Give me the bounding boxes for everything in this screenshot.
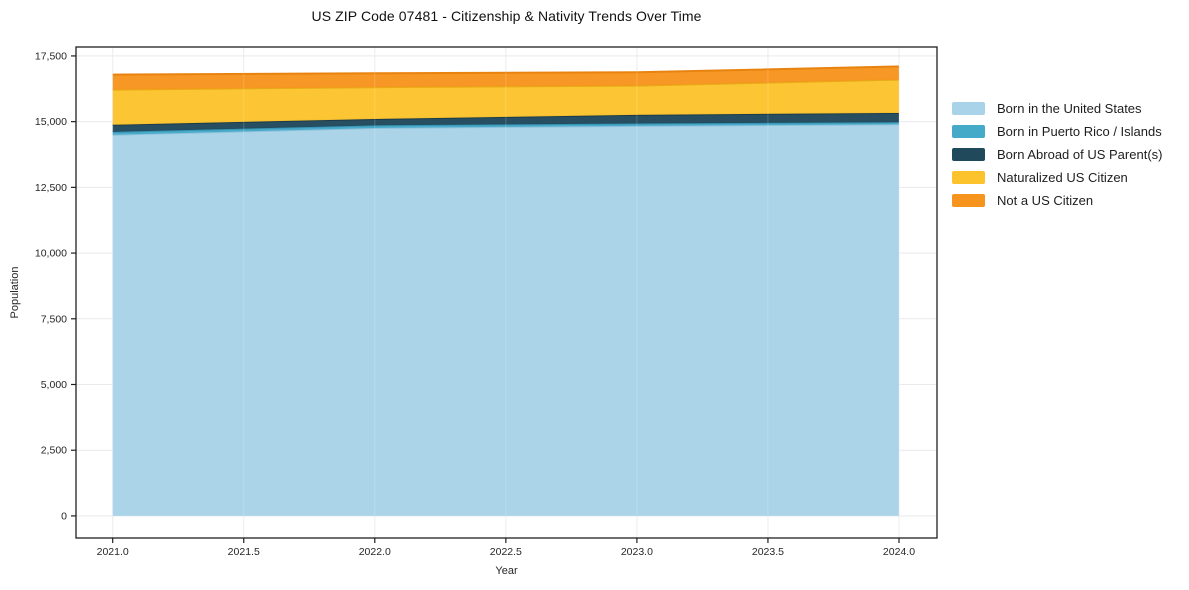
legend-item-1: Born in Puerto Rico / Islands xyxy=(952,123,1162,139)
legend-item-4: Not a US Citizen xyxy=(952,192,1162,208)
area-series-1 xyxy=(112,122,899,135)
area-topline-4 xyxy=(112,65,900,76)
legend-label: Not a US Citizen xyxy=(997,192,1094,208)
legend-label: Born in Puerto Rico / Islands xyxy=(997,123,1162,139)
area-series-4 xyxy=(112,66,899,90)
legend-label: Born in the United States xyxy=(997,100,1142,116)
y-tick-label: 0 xyxy=(61,510,67,522)
area-series-3 xyxy=(112,79,899,125)
area-topline-1 xyxy=(112,121,900,133)
legend-label: Naturalized US Citizen xyxy=(997,169,1128,185)
legend-swatch-icon xyxy=(952,193,985,207)
legend-label: Born Abroad of US Parent(s) xyxy=(997,146,1163,162)
y-tick-label: 5,000 xyxy=(41,379,67,391)
y-tick-label: 7,500 xyxy=(41,313,67,325)
y-tick-label: 12,500 xyxy=(35,182,67,194)
area-series-2 xyxy=(112,112,899,132)
stacked-area-plot: 2021.0 2021.5 2022.0 2022.5 2023.0 2023.5 2024… xyxy=(9,46,938,577)
x-tick-label: 2022.0 xyxy=(359,546,391,558)
legend-item-2: Born Abroad of US Parent(s) xyxy=(952,146,1163,162)
x-tick-label: 2023.0 xyxy=(621,546,653,558)
y-tick-label: 17,500 xyxy=(35,50,67,62)
legend: Born in the United States Born in Puerto … xyxy=(952,100,1163,208)
legend-item-3: Naturalized US Citizen xyxy=(952,169,1162,185)
y-tick-label: 10,000 xyxy=(35,248,67,260)
legend-swatch-icon xyxy=(952,124,985,138)
plot-frame xyxy=(75,46,938,539)
y-tick-label: 2,500 xyxy=(41,445,67,457)
chart-title: US ZIP Code 07481 - Citizenship & Nativi… xyxy=(311,8,702,24)
x-tick-label: 2022.5 xyxy=(490,546,522,558)
area-series-0 xyxy=(112,124,899,516)
y-axis-label: Population xyxy=(9,267,21,319)
x-tick-label: 2023.5 xyxy=(752,546,784,558)
legend-swatch-icon xyxy=(952,147,985,161)
legend-swatch-icon xyxy=(952,170,985,184)
x-tick-label: 2021.5 xyxy=(228,546,260,558)
legend-item-0: Born in the United States xyxy=(952,100,1162,116)
legend-swatch-icon xyxy=(952,101,985,115)
y-tick-label: 15,000 xyxy=(35,116,67,128)
x-tick-label: 2021.0 xyxy=(97,546,129,558)
x-axis-label: Year xyxy=(495,565,518,577)
x-tick-label: 2024.0 xyxy=(883,546,915,558)
